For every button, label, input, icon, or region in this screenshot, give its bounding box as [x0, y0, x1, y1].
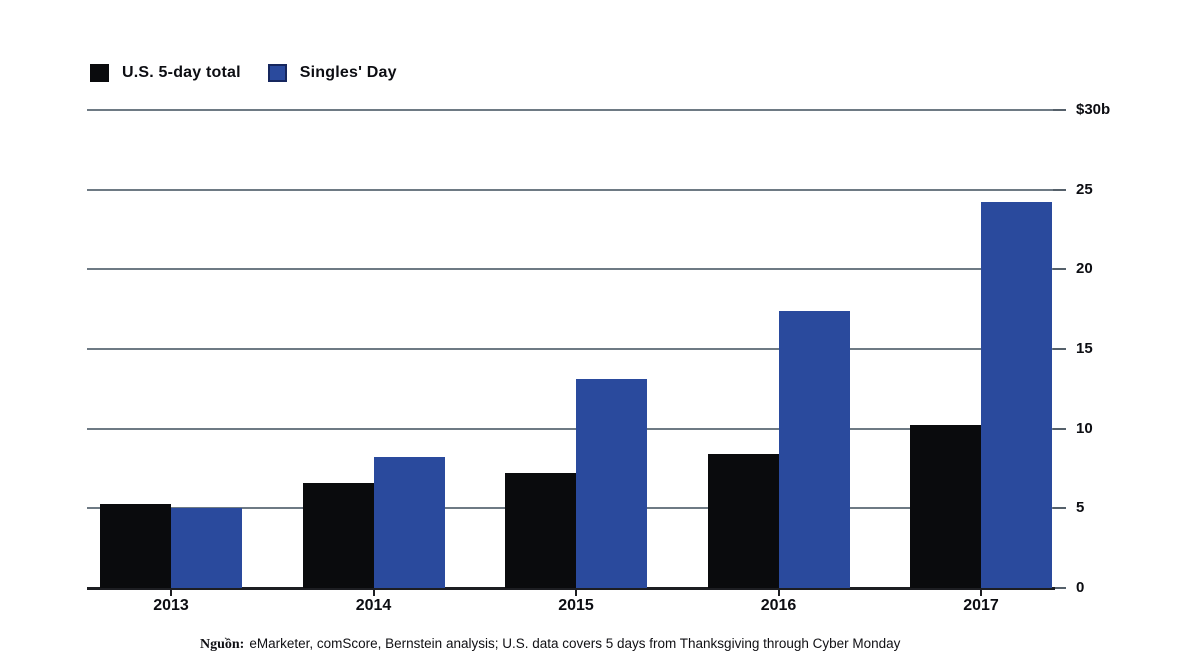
legend-label-singles-day: Singles' Day [299, 64, 397, 81]
bar-singles-day-2016 [778, 311, 850, 588]
bar-singles-day-2015 [576, 379, 647, 588]
y-tick-label-25: 25 [1076, 180, 1093, 198]
x-axis-line [87, 587, 1055, 590]
legend-swatch-us-5-day [90, 64, 109, 82]
gridline-15 [87, 348, 1055, 350]
legend-label-us-5-day: U.S. 5-day total [122, 64, 241, 81]
y-tick-label-10: 10 [1076, 419, 1093, 437]
gridline-25 [87, 188, 1055, 191]
x-category-label-2014: 2014 [355, 597, 392, 614]
y-tick-label-0: 0 [1076, 579, 1085, 596]
y-tick-15 [1053, 348, 1066, 350]
x-category-label-2017: 2017 [963, 597, 999, 614]
x-tick-2017 [980, 588, 982, 596]
bar-singles-day-2014 [373, 457, 445, 588]
bar-us-5-day-2017 [910, 425, 981, 588]
x-category-label-2015: 2015 [558, 597, 594, 614]
y-tick-0 [1053, 587, 1066, 589]
bar-us-5-day-2014 [302, 483, 374, 588]
bar-singles-day-2017 [981, 202, 1052, 588]
y-tick-label-30: $30b [1076, 101, 1111, 118]
x-category-label-2016: 2016 [760, 597, 797, 614]
x-tick-2014 [372, 588, 375, 596]
x-tick-2013 [170, 588, 172, 596]
y-tick-label-15: 15 [1076, 340, 1093, 357]
x-category-label-2013: 2013 [153, 597, 189, 614]
y-tick-label-5: 5 [1076, 499, 1085, 517]
bar-us-5-day-2013 [100, 504, 171, 588]
bar-us-5-day-2015 [505, 473, 576, 588]
source-note-text: eMarketer, comScore, Bernstein analysis;… [249, 636, 901, 651]
y-tick-label-20: 20 [1076, 260, 1093, 278]
y-tick-20 [1053, 268, 1066, 271]
source-note: Nguồn: eMarketer, comScore, Bernstein ana… [200, 636, 900, 653]
y-tick-5 [1053, 507, 1066, 510]
y-tick-10 [1053, 427, 1066, 430]
gridline-30 [87, 109, 1055, 111]
x-tick-2016 [777, 588, 780, 596]
y-tick-25 [1053, 188, 1066, 191]
source-note-prefix: Nguồn: [200, 637, 245, 652]
legend-swatch-singles-day [267, 64, 287, 82]
gridline-20 [87, 268, 1055, 271]
bar-us-5-day-2016 [707, 454, 779, 588]
bar-singles-day-2013 [171, 508, 242, 588]
y-tick-30 [1053, 109, 1066, 111]
x-tick-2015 [575, 588, 577, 596]
chart-legend: U.S. 5-day total Singles' Day [90, 64, 397, 82]
gridline-10 [87, 427, 1055, 430]
